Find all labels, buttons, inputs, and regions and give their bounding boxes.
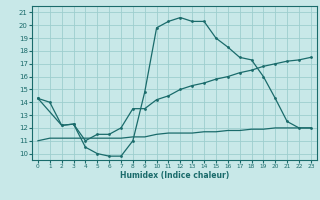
X-axis label: Humidex (Indice chaleur): Humidex (Indice chaleur): [120, 171, 229, 180]
